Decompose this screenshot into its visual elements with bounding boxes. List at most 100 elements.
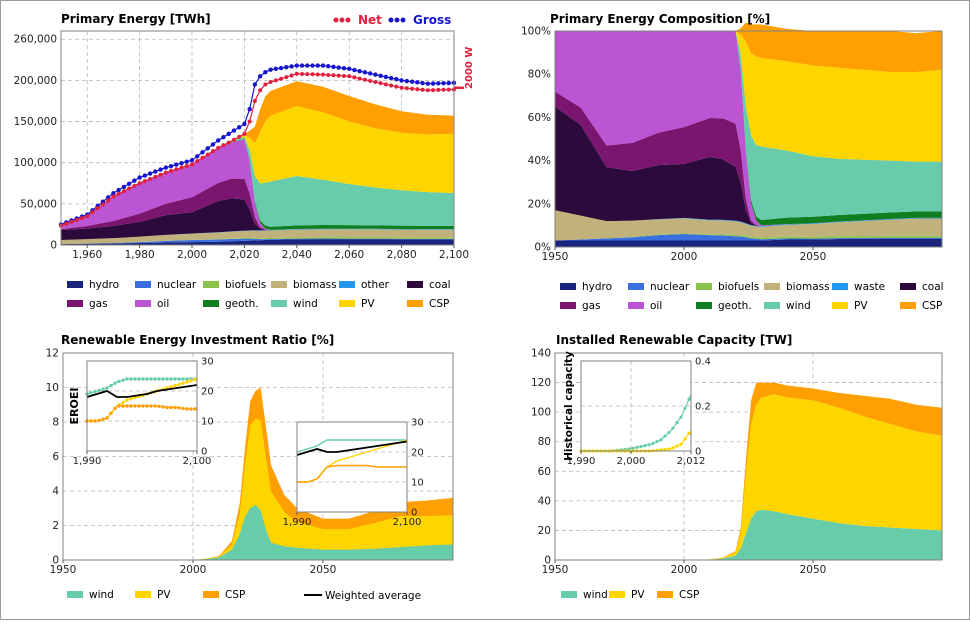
line-marker bbox=[420, 87, 425, 92]
line-marker bbox=[193, 407, 197, 411]
plot-border bbox=[60, 30, 455, 246]
line-marker bbox=[221, 143, 226, 148]
y-tick-label: 30 bbox=[411, 418, 424, 429]
line-marker bbox=[336, 65, 341, 70]
y-tick-label: 20 bbox=[411, 448, 424, 459]
x-tick-label: 2,100 bbox=[439, 249, 469, 261]
line-marker bbox=[132, 183, 137, 188]
legend-dot bbox=[339, 17, 345, 23]
line-marker bbox=[157, 404, 161, 408]
y-tick-label: 6 bbox=[52, 451, 59, 463]
line-marker bbox=[205, 152, 210, 157]
line-marker bbox=[165, 377, 169, 381]
line-marker bbox=[425, 81, 430, 86]
line-marker bbox=[231, 128, 237, 133]
y-tick-label: 4 bbox=[52, 486, 59, 498]
line-marker bbox=[409, 79, 415, 84]
y-tick-label: 20 bbox=[538, 525, 551, 537]
area-nuclear bbox=[555, 234, 942, 241]
line-marker bbox=[181, 377, 185, 381]
x-tick-label: 2,100 bbox=[393, 517, 422, 528]
line-marker bbox=[383, 74, 389, 80]
area-biomass bbox=[555, 210, 942, 241]
legend-swatch bbox=[271, 281, 287, 288]
line-marker bbox=[315, 63, 320, 68]
line-marker bbox=[158, 172, 163, 177]
area-oil bbox=[555, 31, 942, 227]
line-marker bbox=[142, 173, 148, 178]
line-marker bbox=[126, 181, 132, 186]
line-marker bbox=[237, 134, 242, 139]
line-marker bbox=[415, 80, 420, 85]
plot-border bbox=[580, 360, 692, 452]
line-marker bbox=[145, 377, 149, 381]
legend-label: PV bbox=[854, 300, 868, 312]
line-marker bbox=[299, 63, 305, 68]
line-marker bbox=[133, 377, 137, 381]
y-tick-label: 0% bbox=[534, 242, 551, 254]
annotation-2000w: 2000 W bbox=[464, 47, 475, 89]
legend-dot bbox=[394, 17, 400, 23]
y-tick-label: 100,000 bbox=[14, 157, 57, 169]
line-marker bbox=[341, 73, 346, 78]
legend-dot bbox=[388, 17, 394, 23]
line-marker bbox=[125, 398, 129, 402]
line-marker bbox=[247, 106, 252, 112]
legend-label: oil bbox=[157, 298, 169, 310]
legend-label: oil bbox=[650, 300, 662, 312]
line-marker bbox=[177, 382, 181, 387]
line-marker bbox=[373, 80, 378, 85]
line-marker bbox=[153, 169, 158, 174]
line-marker bbox=[97, 418, 101, 423]
line-marker bbox=[117, 404, 121, 408]
line-marker bbox=[129, 377, 133, 381]
legend-label: geoth. bbox=[718, 300, 752, 312]
y-tick-label: 20% bbox=[528, 198, 551, 210]
line-marker bbox=[97, 388, 101, 393]
line-marker bbox=[163, 165, 168, 170]
line-marker bbox=[242, 121, 247, 127]
line-marker bbox=[185, 380, 189, 384]
plot-border bbox=[62, 352, 454, 561]
legend-label: other bbox=[361, 279, 390, 291]
line-marker bbox=[116, 191, 121, 196]
line-marker bbox=[121, 378, 125, 382]
line-marker bbox=[679, 442, 683, 446]
line-marker bbox=[635, 445, 639, 449]
line-marker bbox=[667, 430, 671, 435]
area-wind bbox=[555, 509, 942, 560]
line-marker bbox=[93, 419, 97, 423]
line-marker bbox=[153, 377, 157, 381]
legend-label: geoth. bbox=[225, 298, 259, 310]
line-marker bbox=[173, 405, 177, 410]
line-marker bbox=[179, 160, 184, 166]
line-marker bbox=[352, 75, 357, 80]
x-tick-label: 2050 bbox=[800, 251, 827, 263]
line-marker bbox=[174, 167, 179, 172]
y-tick-label: 0 bbox=[411, 508, 417, 519]
line-marker bbox=[190, 162, 194, 167]
line-marker bbox=[399, 78, 404, 83]
line-marker bbox=[121, 189, 126, 194]
line-marker bbox=[64, 221, 69, 226]
line-marker bbox=[169, 168, 174, 173]
line-marker bbox=[133, 404, 137, 408]
area-biomass bbox=[61, 229, 454, 245]
line-marker bbox=[394, 84, 399, 89]
line-marker bbox=[174, 162, 179, 167]
line-marker bbox=[185, 377, 189, 381]
line-marker bbox=[331, 64, 336, 70]
line-marker bbox=[129, 397, 133, 401]
legend-label: PV bbox=[157, 589, 171, 601]
legend-label: PV bbox=[631, 589, 645, 601]
x-tick-label: 1950 bbox=[542, 251, 569, 263]
line-marker bbox=[109, 383, 113, 388]
line-marker bbox=[284, 75, 289, 80]
line-marker bbox=[231, 137, 236, 142]
line-marker bbox=[252, 98, 257, 103]
line-marker bbox=[153, 404, 157, 408]
line-marker bbox=[378, 73, 383, 78]
legend-swatch bbox=[203, 591, 219, 598]
legend-label: coal bbox=[429, 279, 451, 291]
legend-swatch bbox=[67, 591, 83, 598]
